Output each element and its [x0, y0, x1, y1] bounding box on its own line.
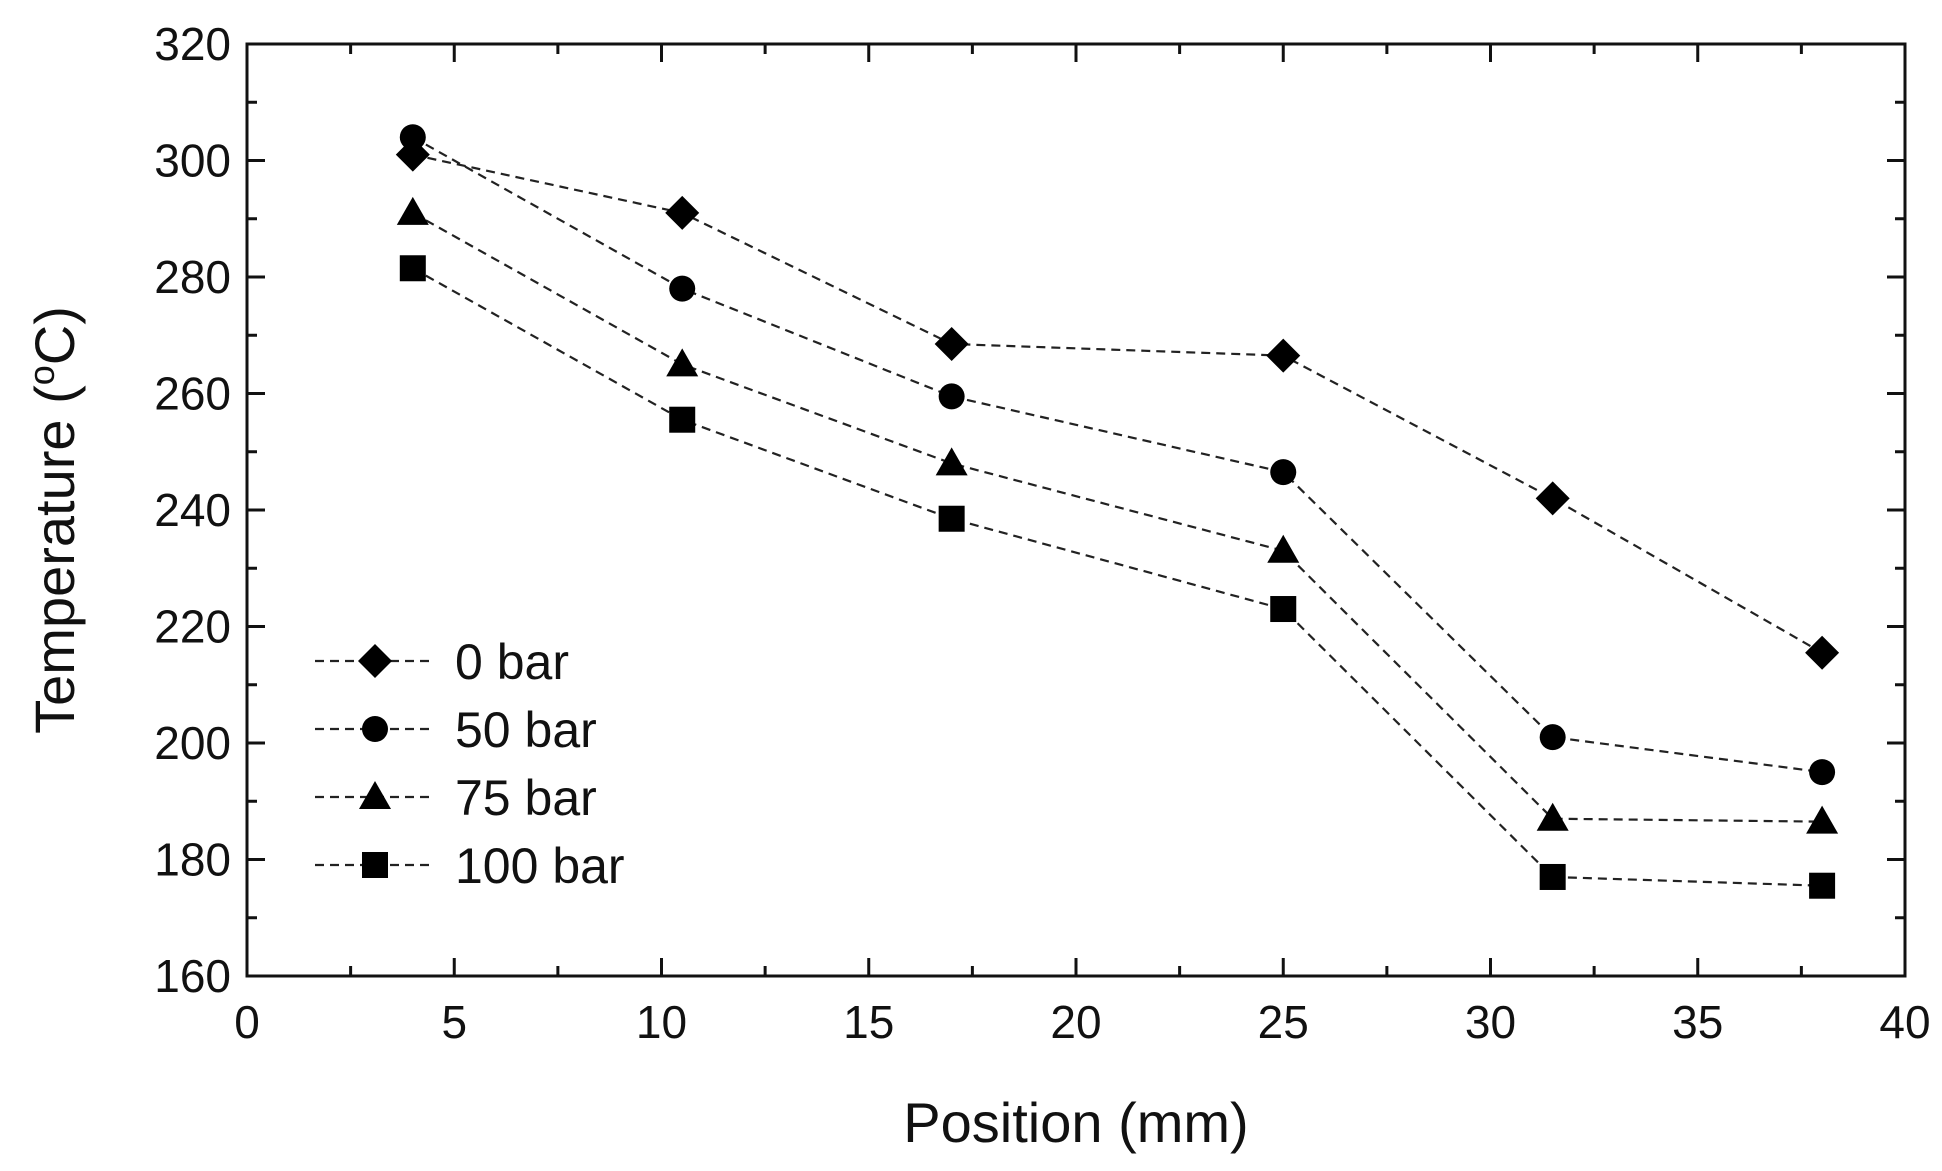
x-tick-label: 5 — [441, 996, 467, 1048]
legend-item-100-bar: 100 bar — [315, 838, 625, 894]
legend-marker-circle — [362, 716, 388, 742]
y-tick-label: 200 — [154, 717, 231, 769]
data-point-50-bar — [1539, 724, 1566, 751]
y-tick-label: 300 — [154, 135, 231, 187]
x-tick-label: 30 — [1465, 996, 1516, 1048]
data-point-75-bar — [935, 447, 968, 476]
legend-item-75-bar: 75 bar — [315, 770, 597, 826]
data-point-100-bar — [399, 255, 426, 282]
x-axis-title: Position (mm) — [903, 1091, 1248, 1154]
data-point-0-bar — [1535, 481, 1570, 516]
data-point-75-bar — [396, 196, 429, 225]
series-0-bar — [395, 137, 1840, 670]
y-axis-title-superscript: o — [21, 365, 62, 385]
legend-item-0-bar: 0 bar — [315, 634, 569, 690]
y-axis-title-prefix: Temperature ( — [23, 385, 86, 734]
legend-label: 100 bar — [455, 838, 625, 894]
data-point-75-bar — [1267, 534, 1300, 563]
data-point-100-bar — [1270, 596, 1297, 623]
legend-marker-square — [362, 852, 388, 878]
legend-marker-diamond — [358, 644, 392, 678]
y-tick-label: 320 — [154, 18, 231, 70]
data-point-50-bar — [399, 124, 426, 151]
data-point-75-bar — [666, 348, 699, 377]
data-point-50-bar — [1270, 459, 1297, 486]
y-axis-title: Temperature (oC) — [21, 306, 86, 734]
x-tick-label: 25 — [1258, 996, 1309, 1048]
data-point-0-bar — [1266, 338, 1301, 373]
data-point-50-bar — [669, 275, 696, 302]
legend-item-50-bar: 50 bar — [315, 702, 597, 758]
data-point-100-bar — [1539, 863, 1566, 890]
y-tick-label: 240 — [154, 484, 231, 536]
data-point-0-bar — [1805, 635, 1840, 670]
data-point-100-bar — [938, 505, 965, 532]
series-line-0-bar — [412, 153, 1823, 654]
series-line-75-bar — [412, 211, 1823, 823]
legend: 0 bar 50 bar 75 bar 100 bar — [315, 634, 625, 894]
y-tick-label: 260 — [154, 368, 231, 420]
x-tick-label: 20 — [1050, 996, 1101, 1048]
y-tick-label: 180 — [154, 834, 231, 886]
x-tick-label: 15 — [843, 996, 894, 1048]
data-point-75-bar — [1536, 802, 1569, 831]
x-tick-label: 40 — [1879, 996, 1930, 1048]
data-point-0-bar — [934, 326, 969, 361]
data-point-100-bar — [1809, 872, 1836, 899]
series-line-50-bar — [412, 136, 1823, 774]
data-point-50-bar — [1809, 759, 1836, 786]
legend-label: 75 bar — [455, 770, 597, 826]
legend-label: 50 bar — [455, 702, 597, 758]
data-point-75-bar — [1806, 805, 1839, 834]
x-tick-label: 0 — [234, 996, 260, 1048]
series-50-bar — [399, 124, 1836, 786]
series-line-100-bar — [412, 267, 1823, 887]
x-tick-label: 35 — [1672, 996, 1723, 1048]
data-point-50-bar — [938, 383, 965, 410]
data-point-100-bar — [669, 406, 696, 433]
y-tick-label: 220 — [154, 601, 231, 653]
series-100-bar — [399, 255, 1836, 899]
axes: 0 5 10 15 20 25 30 35 40 160 180 200 220 240 260 280 300… — [154, 18, 1930, 1048]
x-tick-label: 10 — [636, 996, 687, 1048]
y-tick-label: 280 — [154, 251, 231, 303]
y-axis-title-suffix: C) — [23, 306, 86, 365]
y-tick-label: 160 — [154, 950, 231, 1002]
data-point-0-bar — [665, 195, 700, 230]
legend-marker-triangle — [359, 781, 391, 809]
legend-label: 0 bar — [455, 634, 569, 690]
series-layer — [395, 124, 1840, 899]
series-75-bar — [396, 196, 1839, 834]
